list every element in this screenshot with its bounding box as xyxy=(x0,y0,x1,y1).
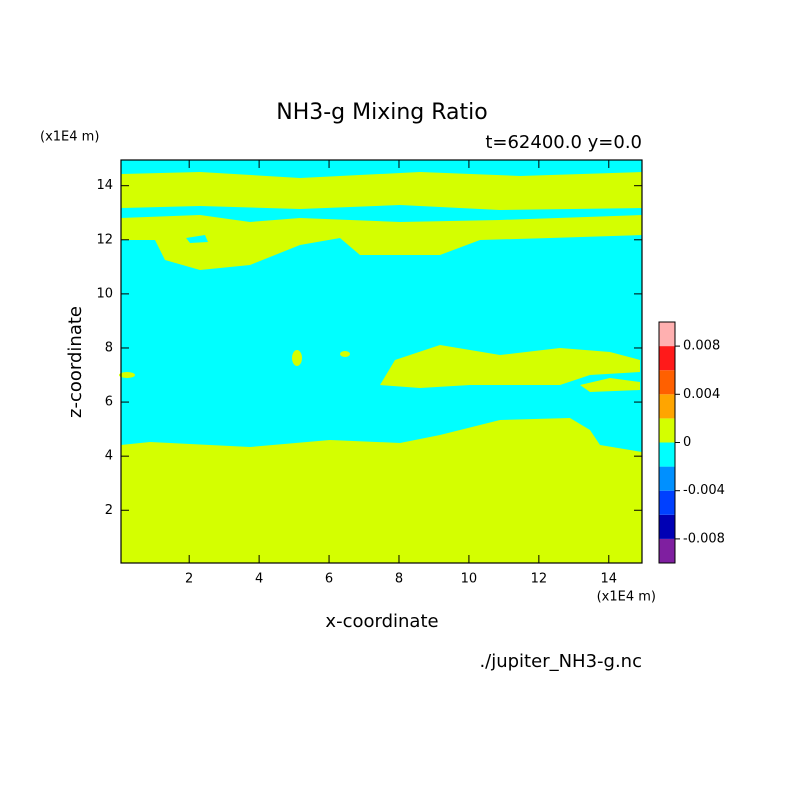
contour-region xyxy=(121,172,642,210)
x-tick-label: 8 xyxy=(395,572,403,587)
colorbar-band xyxy=(659,322,675,347)
y-tick-label: 12 xyxy=(96,232,113,247)
colorbar-tick-label: 0.004 xyxy=(683,387,720,402)
contour-region xyxy=(380,345,640,388)
y-tick-label: 6 xyxy=(105,395,113,410)
colorbar-tick-label: -0.004 xyxy=(683,483,725,498)
colorbar-band xyxy=(659,466,675,491)
x-tick-label: 10 xyxy=(461,572,478,587)
contour-region xyxy=(292,350,302,366)
x-axis-label: x-coordinate xyxy=(325,611,438,632)
contour-region xyxy=(340,351,350,357)
colorbar-tick-label: 0 xyxy=(683,435,691,450)
colorbar-band xyxy=(659,514,675,539)
colorbar-band xyxy=(659,370,675,395)
contour-field xyxy=(119,159,643,564)
chart-title: NH3-g Mixing Ratio xyxy=(276,100,488,125)
y-unit: (x1E4 m) xyxy=(40,130,99,145)
contour-region xyxy=(119,372,135,378)
x-tick-label: 14 xyxy=(601,572,618,587)
x-tick-label: 12 xyxy=(531,572,548,587)
colorbar-tick-label: -0.008 xyxy=(683,531,725,546)
x-tick-label: 2 xyxy=(185,572,193,587)
subtitle: t=62400.0 y=0.0 xyxy=(485,132,642,153)
y-tick-label: 2 xyxy=(105,503,113,518)
source-label: ./jupiter_NH3-g.nc xyxy=(479,651,642,672)
y-tick-label: 8 xyxy=(105,340,113,355)
colorbar-tick-label: 0.008 xyxy=(683,339,720,354)
contour-region xyxy=(186,235,208,243)
x-tick-label: 6 xyxy=(325,572,333,587)
y-tick-label: 14 xyxy=(96,178,113,193)
colorbar-band xyxy=(659,490,675,515)
colorbar-band xyxy=(659,346,675,371)
plot-frame xyxy=(120,159,643,564)
y-axis-label: z-coordinate xyxy=(65,306,86,418)
colorbar-band xyxy=(659,442,675,467)
contour-region xyxy=(121,215,642,270)
colorbar-band xyxy=(659,538,675,563)
colorbar-band xyxy=(659,394,675,419)
y-tick-label: 4 xyxy=(105,449,113,464)
contour-region xyxy=(121,418,642,563)
y-tick-label: 10 xyxy=(96,286,113,301)
colorbar-band xyxy=(659,418,675,443)
x-tick-label: 4 xyxy=(255,572,263,587)
x-unit: (x1E4 m) xyxy=(597,590,656,605)
contour-region xyxy=(580,378,640,392)
